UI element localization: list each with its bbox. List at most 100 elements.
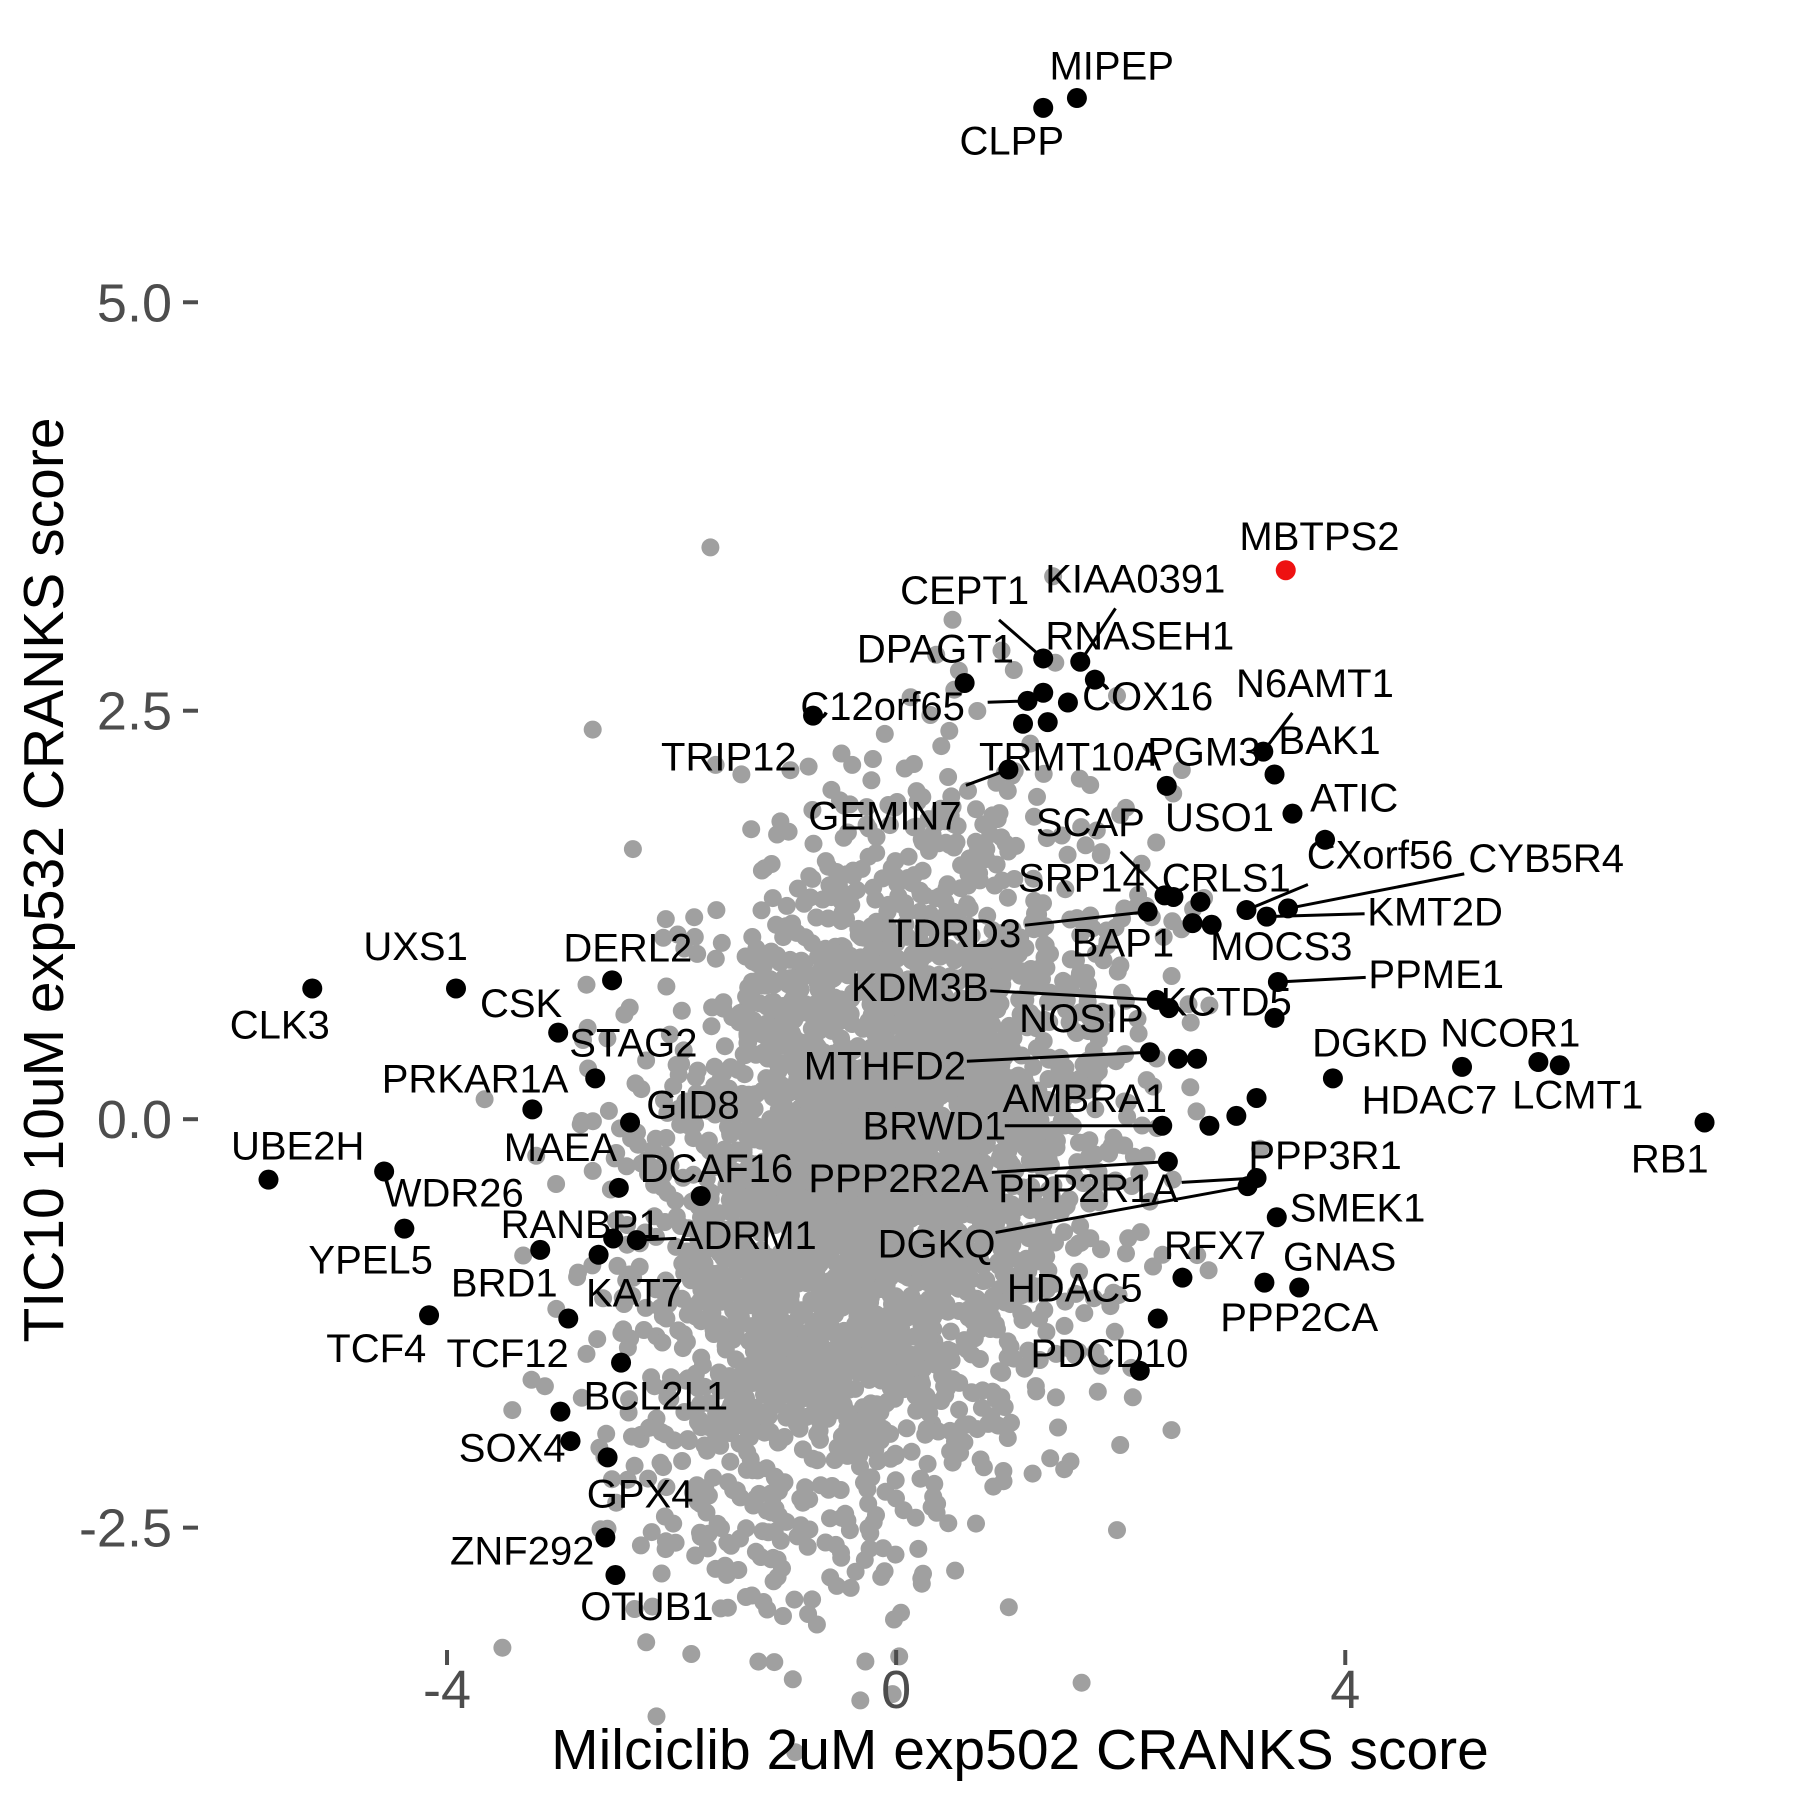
background-point (796, 999, 815, 1018)
gene-point (1266, 1207, 1287, 1228)
background-point (942, 787, 961, 806)
background-point (900, 1233, 919, 1252)
gene-label: SRP14 (1018, 856, 1145, 900)
background-point (927, 645, 946, 664)
background-point (687, 1476, 706, 1495)
gene-label: PDCD10 (1031, 1332, 1189, 1376)
background-point (838, 1511, 857, 1530)
background-point (901, 1021, 920, 1040)
background-point (794, 1157, 813, 1176)
background-point (781, 1292, 800, 1311)
background-point (1131, 1223, 1150, 1242)
background-point (719, 1079, 738, 1098)
background-point (742, 1171, 761, 1190)
background-point (475, 1090, 494, 1109)
background-point (653, 1178, 672, 1197)
background-point (666, 1191, 685, 1210)
background-point (625, 1600, 644, 1618)
background-point (955, 1254, 974, 1272)
background-point (742, 820, 761, 839)
background-point (895, 1107, 914, 1126)
gene-label: RFX7 (1164, 1224, 1266, 1268)
background-point (1137, 1146, 1156, 1165)
background-point (828, 1339, 846, 1358)
gene-label: NCOR1 (1440, 1012, 1580, 1056)
gene-point (595, 1527, 616, 1548)
background-point (647, 1707, 666, 1726)
background-point (863, 750, 882, 768)
background-point (740, 1154, 759, 1173)
background-point (577, 975, 596, 994)
background-point (1036, 936, 1055, 955)
background-point (970, 1350, 989, 1368)
background-point (1106, 918, 1125, 937)
gene-label: KIAA0391 (1045, 557, 1225, 601)
background-point (938, 971, 957, 990)
background-point (1057, 1000, 1076, 1019)
background-point (822, 780, 841, 799)
gene-point (550, 1401, 571, 1422)
background-point (773, 1559, 791, 1578)
background-point (997, 1172, 1016, 1190)
background-point (1058, 845, 1077, 864)
background-point (902, 994, 921, 1013)
gene-label: KMT2D (1367, 891, 1503, 935)
background-point (978, 906, 997, 925)
background-point (1079, 975, 1097, 994)
background-point (875, 1562, 894, 1581)
background-point (872, 958, 891, 976)
background-point (682, 1645, 701, 1663)
background-point (607, 1144, 626, 1162)
background-point (740, 1085, 759, 1104)
background-point (583, 720, 602, 739)
background-point (819, 1224, 838, 1243)
background-point (917, 1248, 936, 1267)
gene-point (1129, 1360, 1150, 1381)
background-point (850, 1127, 869, 1146)
background-point (1162, 1421, 1181, 1440)
background-point (807, 1312, 826, 1331)
gene-label: DCAF16 (640, 1147, 793, 1191)
background-point (930, 1211, 949, 1230)
gene-point (1246, 1087, 1267, 1108)
background-point (620, 998, 639, 1017)
background-point (1147, 833, 1166, 852)
gene-label: RB1 (1631, 1137, 1709, 1181)
background-point (755, 1423, 774, 1442)
background-point (807, 1615, 826, 1634)
gene-point (1254, 1272, 1275, 1293)
y-tick-label: 5.0 (97, 273, 172, 333)
background-point (867, 1506, 885, 1525)
background-point (620, 1265, 639, 1284)
gene-label: AMBRA1 (1003, 1077, 1168, 1121)
gene-label: CLPP (960, 120, 1065, 164)
background-point (588, 1330, 607, 1349)
background-point (788, 1069, 807, 1088)
background-point (705, 1076, 724, 1095)
background-point (1181, 1013, 1200, 1032)
background-point (1115, 1092, 1134, 1111)
background-point (574, 1031, 592, 1049)
background-point (1105, 1322, 1124, 1341)
background-point (1117, 1244, 1135, 1263)
gene-point (258, 1169, 279, 1190)
gene-label: GPX4 (587, 1472, 694, 1516)
gene-label: KDM3B (851, 966, 989, 1010)
x-axis-title: Milciclib 2uM exp502 CRANKS score (551, 1718, 1489, 1782)
background-point (914, 1564, 932, 1583)
background-point (928, 1111, 947, 1130)
background-point (619, 1403, 638, 1422)
gene-label: DGKD (1312, 1021, 1428, 1065)
background-point (1005, 870, 1024, 888)
background-point (904, 755, 923, 773)
gene-label: KCTD5 (1161, 981, 1292, 1025)
background-point (1012, 1286, 1031, 1305)
background-point (785, 1590, 804, 1609)
gene-point (1013, 713, 1034, 734)
label-leader-line (1277, 975, 1366, 984)
background-point (729, 1060, 747, 1079)
background-point (644, 1158, 663, 1177)
background-point (757, 1014, 776, 1033)
background-point (572, 1388, 591, 1407)
background-point (1046, 1388, 1065, 1407)
